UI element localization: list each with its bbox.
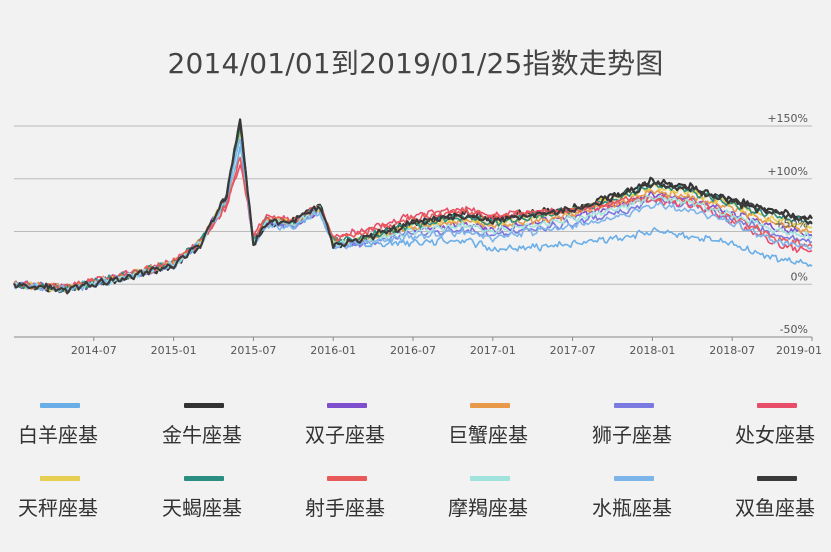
y-tick-label: 0% [791, 270, 808, 283]
legend-item[interactable]: 处女座基 [735, 403, 831, 453]
legend-label: 天秤座基 [18, 496, 98, 520]
x-tick-label: 2016-01 [310, 344, 356, 357]
y-tick-label: +150% [767, 112, 808, 125]
series-line [13, 137, 813, 292]
legend-label: 金牛座基 [162, 423, 242, 447]
y-tick-label: -50% [780, 323, 808, 336]
legend-label: 射手座基 [305, 496, 385, 520]
legend-item[interactable]: 双鱼座基 [735, 476, 831, 526]
series-lines [13, 118, 813, 295]
series-line [13, 138, 813, 293]
legend-swatch [184, 476, 224, 481]
legend-swatch [614, 403, 654, 408]
legend-item[interactable]: 天秤座基 [18, 476, 128, 526]
y-tick-label: +100% [767, 165, 808, 178]
legend-item[interactable]: 白羊座基 [18, 403, 128, 453]
legend-item[interactable]: 射手座基 [305, 476, 415, 526]
legend-swatch [327, 403, 367, 408]
series-line [13, 131, 813, 294]
legend-label: 水瓶座基 [592, 496, 672, 520]
chart-title: 2014/01/01到2019/01/25指数走势图 [167, 47, 664, 80]
y-tick-label: +50% [774, 218, 808, 231]
legend-label: 双鱼座基 [735, 496, 815, 520]
x-axis-ticks: 2014-07 2015-01 2015-07 2016-01 2016-07 2017-… [71, 337, 822, 357]
legend-label: 狮子座基 [592, 423, 672, 447]
legend-label: 摩羯座基 [448, 496, 528, 520]
legend-item[interactable]: 狮子座基 [592, 403, 702, 453]
series-line [13, 125, 813, 293]
legend-swatch [614, 476, 654, 481]
x-tick-label: 2018-01 [629, 344, 675, 357]
legend-item[interactable]: 金牛座基 [162, 403, 272, 453]
x-tick-label: 2016-07 [390, 344, 436, 357]
y-axis-ticks: +150% +100% +50% 0% -50% [767, 112, 808, 336]
line-chart: +150% +100% +50% 0% -50% 2014-07 2015-01 2015-… [13, 112, 822, 357]
x-tick-label: 2015-01 [151, 344, 197, 357]
legend-swatch [40, 476, 80, 481]
legend-item[interactable]: 巨蟹座基 [448, 403, 558, 453]
legend-label: 白羊座基 [18, 423, 98, 447]
legend-swatch [40, 403, 80, 408]
legend-item[interactable]: 摩羯座基 [448, 476, 558, 526]
legend-label: 巨蟹座基 [448, 423, 528, 447]
legend-item[interactable]: 双子座基 [305, 403, 415, 453]
legend-swatch [184, 403, 224, 408]
legend-swatch [470, 403, 510, 408]
legend-label: 双子座基 [305, 423, 385, 447]
series-line [13, 137, 813, 293]
series-line [13, 136, 813, 293]
series-line [13, 156, 813, 292]
legend-label: 天蝎座基 [162, 496, 242, 520]
series-line [13, 129, 813, 293]
legend-swatch [470, 476, 510, 481]
legend-label: 处女座基 [735, 423, 815, 447]
x-tick-label: 2017-01 [470, 344, 516, 357]
legend-swatch [757, 403, 797, 408]
x-tick-label: 2014-07 [71, 344, 117, 357]
legend-swatch [757, 476, 797, 481]
x-tick-label: 2018-07 [709, 344, 755, 357]
series-line [13, 122, 813, 295]
x-tick-label: 2019-01 [776, 344, 822, 357]
x-tick-label: 2017-07 [550, 344, 596, 357]
x-tick-label: 2015-07 [230, 344, 276, 357]
legend-item[interactable]: 水瓶座基 [592, 476, 702, 526]
legend-item[interactable]: 天蝎座基 [162, 476, 272, 526]
legend-swatch [327, 476, 367, 481]
